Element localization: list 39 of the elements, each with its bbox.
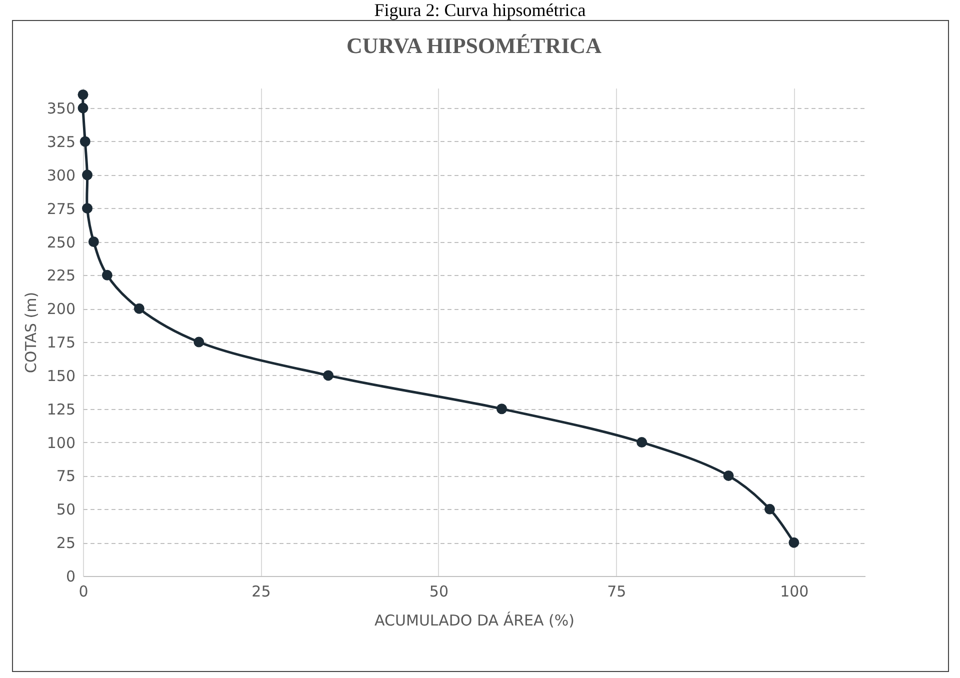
y-tick-label: 200 [46, 300, 76, 318]
point [723, 470, 734, 481]
point [134, 303, 144, 314]
y-tick-label: 100 [46, 434, 76, 452]
point [102, 270, 112, 280]
point [78, 89, 88, 100]
y-tick-label: 75 [56, 467, 76, 486]
x-tick-label: 75 [607, 582, 626, 600]
text: Figura 2: Curva hipsométrica [373, 0, 587, 20]
point [82, 170, 93, 180]
point [78, 102, 88, 114]
y-tick-label: 0 [66, 568, 76, 586]
x-tick-label: 0 [78, 582, 88, 600]
y-tick-label: 300 [46, 166, 76, 184]
point [636, 437, 648, 448]
y-axis-title: COTAS (m) [22, 292, 40, 374]
chart-title: CURVA HIPSOMÉTRICA [346, 33, 602, 58]
y-tick-label: 175 [46, 334, 76, 352]
point [80, 136, 90, 147]
y-tick-label: 275 [46, 200, 76, 218]
point [323, 370, 334, 381]
y-tick-label: 150 [46, 366, 76, 385]
x-axis-title: ACUMULADO DA ÁREA (%) [374, 612, 574, 630]
y-tick-label: 125 [46, 400, 76, 418]
point [82, 203, 93, 214]
point [194, 336, 204, 348]
x-tick-label: 100 [780, 582, 809, 600]
point [88, 236, 99, 247]
y-tick-label: 225 [46, 266, 76, 285]
point [788, 537, 800, 548]
y-tick-label: 350 [46, 100, 76, 118]
point [496, 404, 507, 414]
x-tick-label: 50 [429, 582, 448, 600]
x-tick-label: 25 [252, 582, 271, 600]
y-tick-label: 25 [56, 534, 76, 552]
y-tick-label: 50 [56, 500, 76, 519]
point [764, 504, 775, 514]
y-tick-label: 325 [46, 132, 76, 151]
y-tick-label: 250 [46, 233, 76, 252]
